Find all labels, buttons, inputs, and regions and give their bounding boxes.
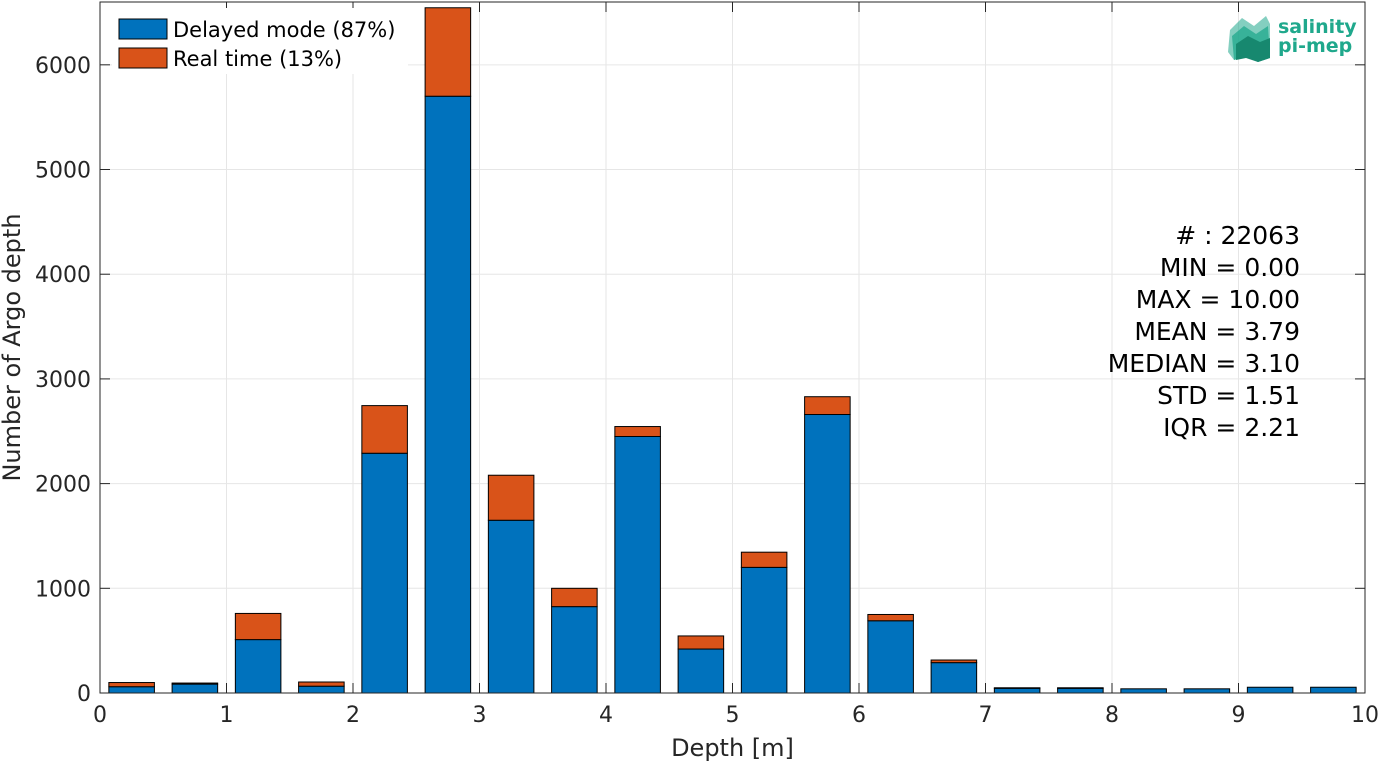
bar-real-time (551, 587, 598, 608)
y-tick-label: 5000 (35, 159, 91, 184)
x-tick-label: 2 (346, 703, 360, 728)
x-tick-label: 0 (93, 703, 107, 728)
bar-real-time (171, 682, 219, 685)
bar-delayed-mode (867, 620, 914, 694)
bar-real-time (804, 396, 851, 416)
salinity-pi-mep-logo: salinity pi-mep (1228, 16, 1357, 62)
bar-real-time (930, 659, 978, 664)
x-tick-label: 4 (599, 703, 613, 728)
axis-ticks: 0 1 2 3 4 5 6 7 8 9 10 0 1000 2000 3000 4000 5000 6000 (35, 2, 1378, 728)
wave-logo-icon (1228, 16, 1270, 62)
bar-delayed-mode (234, 639, 282, 694)
y-tick-label: 0 (77, 682, 91, 707)
legend-swatch-realtime (118, 47, 168, 69)
logo-text-salinity: salinity (1278, 16, 1357, 38)
stat-line: IQR = 2.21 (1163, 413, 1300, 442)
x-tick-label: 6 (852, 703, 866, 728)
bar-real-time (234, 612, 282, 641)
y-tick-label: 6000 (35, 54, 91, 79)
bar-real-time (361, 405, 408, 454)
x-tick-label: 10 (1351, 703, 1378, 728)
bar-delayed-mode (1310, 686, 1357, 694)
bar-real-time (108, 682, 155, 688)
y-tick-label: 2000 (35, 473, 91, 498)
bar-delayed-mode (993, 687, 1041, 694)
stat-line: MEDIAN = 3.10 (1108, 349, 1300, 378)
bar-delayed-mode (361, 452, 408, 694)
bar-delayed-mode (677, 648, 725, 694)
bar-real-time (487, 474, 535, 521)
bar-real-time (298, 681, 345, 687)
stat-line: MIN = 0.00 (1160, 253, 1300, 282)
bar-delayed-mode (171, 683, 219, 694)
bar-delayed-mode (614, 435, 661, 694)
bar-delayed-mode (1057, 687, 1104, 694)
x-tick-label: 5 (726, 703, 740, 728)
bar-delayed-mode (1120, 688, 1167, 694)
bar-real-time (614, 426, 661, 437)
legend-swatch-delayed (118, 18, 168, 40)
bar-delayed-mode (930, 662, 978, 694)
y-axis-label: Number of Argo depth (0, 213, 26, 481)
legend-label-realtime: Real time (13%) (173, 47, 342, 71)
y-tick-label: 4000 (35, 263, 91, 288)
bar-delayed-mode (551, 606, 598, 694)
y-tick-label: 3000 (35, 368, 91, 393)
y-tick-label: 1000 (35, 577, 91, 602)
bar-delayed-mode (740, 566, 788, 694)
bar-real-time (424, 7, 472, 97)
x-tick-label: 1 (220, 703, 234, 728)
statistics-annotation: # : 22063 MIN = 0.00 MAX = 10.00 MEAN = 3.7… (1108, 221, 1300, 442)
x-axis-label: Depth [m] (671, 734, 794, 762)
stat-line: MAX = 10.00 (1136, 285, 1300, 314)
bar-delayed-mode (108, 686, 155, 694)
bar-delayed-mode (804, 414, 851, 694)
bar-delayed-mode (1183, 688, 1231, 694)
logo-text-pi-mep: pi-mep (1278, 35, 1352, 57)
bar-delayed-mode (487, 519, 535, 694)
bar-delayed-mode (424, 95, 472, 694)
stat-line: MEAN = 3.79 (1134, 317, 1300, 346)
bar-real-time (867, 613, 914, 622)
bars (108, 7, 1357, 694)
bar-delayed-mode (1246, 686, 1294, 694)
bar-real-time (993, 687, 1041, 689)
x-tick-label: 8 (1105, 703, 1119, 728)
x-tick-label: 9 (1232, 703, 1246, 728)
bar-real-time (740, 551, 788, 568)
x-tick-label: 7 (979, 703, 993, 728)
stat-line: STD = 1.51 (1157, 381, 1300, 410)
bar-real-time (677, 635, 725, 650)
bar-real-time (1057, 687, 1104, 689)
x-tick-label: 3 (473, 703, 487, 728)
legend-label-delayed: Delayed mode (87%) (173, 18, 395, 42)
bar-delayed-mode (298, 685, 345, 694)
legend: Delayed mode (87%) Real time (13%) (112, 8, 408, 74)
stat-line: # : 22063 (1175, 221, 1300, 250)
